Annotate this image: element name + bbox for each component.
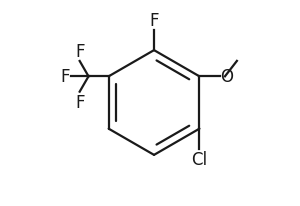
Text: O: O bbox=[220, 68, 233, 86]
Text: F: F bbox=[60, 68, 70, 86]
Text: F: F bbox=[149, 12, 159, 30]
Text: F: F bbox=[75, 93, 84, 111]
Text: Cl: Cl bbox=[191, 150, 207, 168]
Text: F: F bbox=[75, 43, 84, 60]
